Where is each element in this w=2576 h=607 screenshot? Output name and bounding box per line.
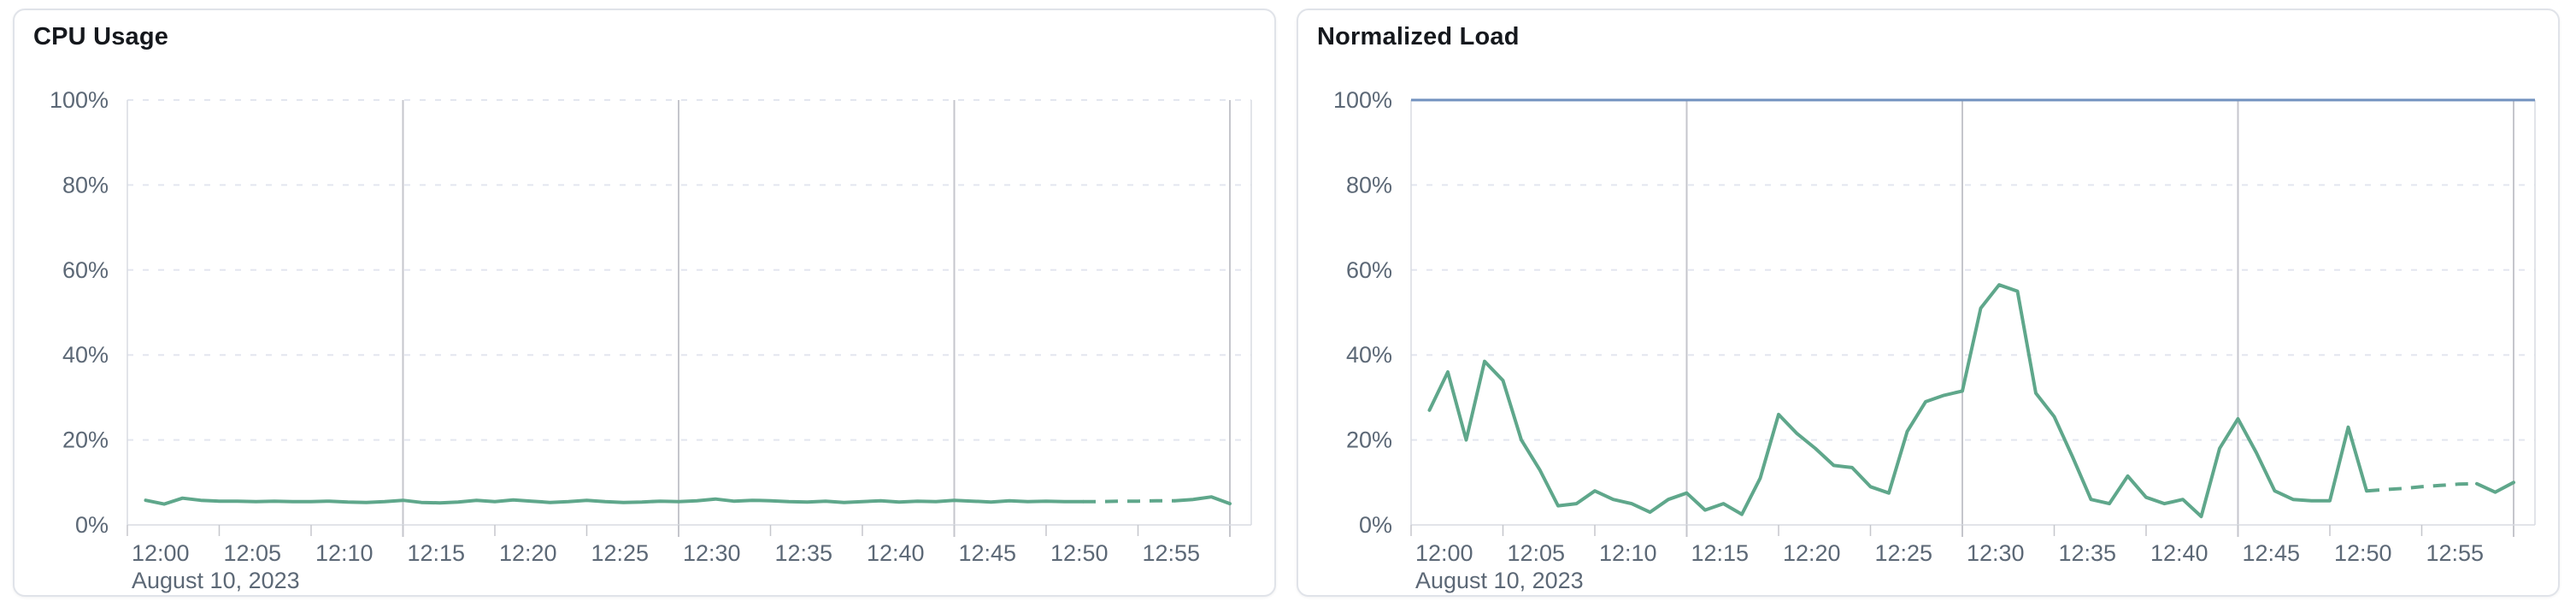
normalized-load-card: Normalized Load 0% 20% 40% 60% 80% 100% 12:00 1… (1297, 9, 2560, 597)
svg-text:20%: 20% (62, 427, 109, 453)
svg-text:12:45: 12:45 (959, 540, 1017, 566)
horizontal-gridlines (1411, 99, 2535, 441)
major-vertical-gridlines (402, 100, 1231, 537)
svg-text:12:35: 12:35 (2059, 540, 2117, 566)
normalized-load-chart[interactable]: 0%20%40%60%80%100%12:00 12:05 12:10 12:15 12… (1298, 10, 2561, 598)
svg-text:100%: 100% (1333, 87, 1392, 113)
series-line-cpu-usage (144, 495, 1232, 506)
svg-text:80%: 80% (1346, 172, 1392, 197)
plot-borders (1410, 100, 2536, 526)
svg-text:August 10, 2023: August 10, 2023 (132, 568, 300, 593)
normalized-load-title: Normalized Load (1317, 23, 1520, 50)
svg-text:12:20: 12:20 (499, 540, 557, 566)
svg-text:12:25: 12:25 (591, 540, 650, 566)
svg-text:12:00: 12:00 (132, 540, 190, 566)
svg-text:60%: 60% (1346, 257, 1392, 283)
svg-text:12:50: 12:50 (2334, 540, 2392, 566)
svg-text:12:30: 12:30 (1967, 540, 2025, 566)
svg-text:60%: 60% (62, 257, 109, 283)
svg-text:20%: 20% (1346, 427, 1392, 453)
x-axis-ticks (1410, 525, 2423, 536)
svg-text:12:10: 12:10 (315, 540, 373, 566)
svg-text:12:10: 12:10 (1599, 540, 1657, 566)
svg-text:12:40: 12:40 (2150, 540, 2208, 566)
y-axis-labels: 0% 20% 40% 60% 80% 100% (50, 87, 109, 538)
svg-text:80%: 80% (62, 172, 109, 197)
svg-text:40%: 40% (62, 342, 109, 368)
cpu-usage-title: CPU Usage (33, 23, 169, 50)
svg-text:12:20: 12:20 (1783, 540, 1841, 566)
svg-text:12:00: 12:00 (1415, 540, 1473, 566)
cpu-usage-card: CPU Usage 0% 20% 40% 60% 80% 100% 12:00 12:05 12… (13, 9, 1276, 597)
x-axis-ticks (126, 525, 1139, 536)
plot-borders (126, 100, 1252, 526)
major-vertical-gridlines (1685, 100, 2514, 537)
svg-text:12:30: 12:30 (683, 540, 741, 566)
y-axis-labels: 0% 20% 40% 60% 80% 100% (1333, 87, 1392, 538)
svg-text:12:05: 12:05 (1508, 540, 1566, 566)
svg-text:12:15: 12:15 (1691, 540, 1750, 566)
svg-text:12:35: 12:35 (775, 540, 833, 566)
svg-text:12:25: 12:25 (1875, 540, 1933, 566)
series-line-normalized-load (1427, 283, 2515, 519)
svg-text:12:45: 12:45 (2243, 540, 2301, 566)
svg-text:12:55: 12:55 (1143, 540, 1201, 566)
horizontal-gridlines (127, 99, 1251, 441)
svg-text:40%: 40% (1346, 342, 1392, 368)
x-axis-date-label: August 10, 2023 (1415, 568, 1584, 593)
svg-text:12:50: 12:50 (1050, 540, 1109, 566)
svg-text:12:15: 12:15 (408, 540, 466, 566)
svg-text:0%: 0% (1359, 512, 1392, 538)
svg-text:August 10, 2023: August 10, 2023 (1415, 568, 1584, 593)
x-axis-date-label: August 10, 2023 (132, 568, 300, 593)
svg-text:0%: 0% (75, 512, 109, 538)
svg-text:12:55: 12:55 (2426, 540, 2485, 566)
cpu-usage-chart[interactable]: 0%20%40%60%80%100%12:00 12:05 12:10 12:15 12… (15, 10, 1278, 598)
x-axis-labels: 12:00 12:05 12:10 12:15 12:20 12:25 12:30 12:35… (132, 540, 1200, 566)
x-axis-labels: 12:00 12:05 12:10 12:15 12:20 12:25 12:30 12:35… (1415, 540, 2484, 566)
svg-text:12:05: 12:05 (224, 540, 282, 566)
svg-text:12:40: 12:40 (867, 540, 925, 566)
svg-text:100%: 100% (50, 87, 109, 113)
